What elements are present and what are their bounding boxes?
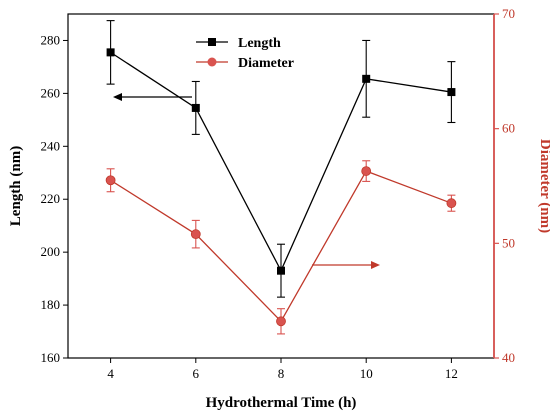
left-tick-label: 280 [41,32,61,47]
data-point [277,266,285,275]
x-tick-label: 12 [445,366,458,381]
right-axis-title: Diameter (nm) [537,139,550,233]
left-axis-title: Length (nm) [8,146,24,226]
right-tick-label: 70 [502,6,515,21]
left-tick-label: 180 [41,297,61,312]
series-line [110,51,452,273]
left-tick-label: 200 [41,244,61,259]
left-tick-label: 240 [41,138,61,153]
diameter-axis-arrow [312,261,380,269]
right-tick-label: 60 [502,121,515,136]
legend: Length Diameter [196,36,294,71]
series-length [106,20,456,298]
x-tick-label: 10 [360,366,373,381]
x-axis-ticks: 4 6 8 10 12 [107,358,458,381]
legend-label-length: Length [238,36,281,51]
data-point [362,74,371,83]
right-tick-label: 50 [502,235,515,250]
x-tick-label: 4 [107,366,114,381]
x-tick-label: 6 [193,366,200,381]
right-axis-ticks: 40 50 60 70 [494,6,515,365]
legend-item-diameter: Diameter [196,56,294,71]
data-point [106,48,115,57]
data-point [105,175,116,186]
left-tick-label: 160 [41,350,61,365]
left-tick-label: 260 [41,85,61,100]
legend-item-length: Length [196,36,281,51]
data-point [190,229,201,240]
left-axis-ticks: 160 180 200 220 240 260 280 [41,32,68,365]
data-point [191,103,200,112]
left-tick-label: 220 [41,191,61,206]
series-diameter [105,160,457,335]
x-axis-title: Hydrothermal Time (h) [206,395,357,411]
data-point [276,316,286,327]
legend-label-diameter: Diameter [238,56,294,71]
data-point [361,166,372,176]
right-tick-label: 40 [502,350,515,365]
x-tick-label: 8 [278,366,285,381]
data-point [447,88,456,97]
data-point [446,198,457,209]
